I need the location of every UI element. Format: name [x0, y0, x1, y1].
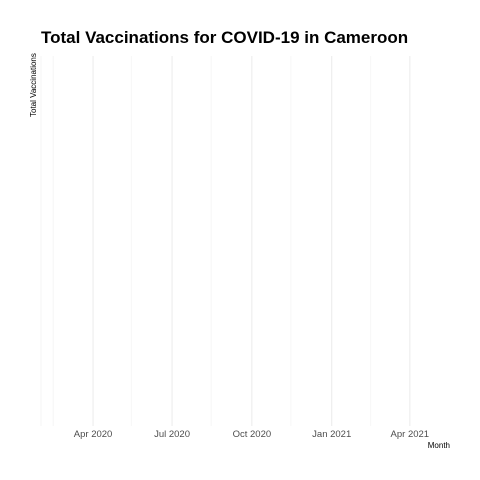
major-gridlines	[92, 56, 411, 426]
x-tick-label: Apr 2021	[391, 429, 430, 440]
x-tick-label: Oct 2020	[233, 429, 272, 440]
x-axis-ticks: Apr 2020 Jul 2020 Oct 2020 Jan 2021 Apr 2021	[74, 429, 429, 440]
x-tick-label: Jul 2020	[154, 429, 190, 440]
chart-title: Total Vaccinations for COVID-19 in Camer…	[41, 28, 408, 47]
y-axis-label: Total Vaccinations	[29, 53, 38, 117]
x-tick-label: Jan 2021	[312, 429, 351, 440]
x-axis-label: Month	[428, 441, 450, 450]
x-tick-label: Apr 2020	[74, 429, 113, 440]
minor-gridlines	[40, 56, 372, 426]
